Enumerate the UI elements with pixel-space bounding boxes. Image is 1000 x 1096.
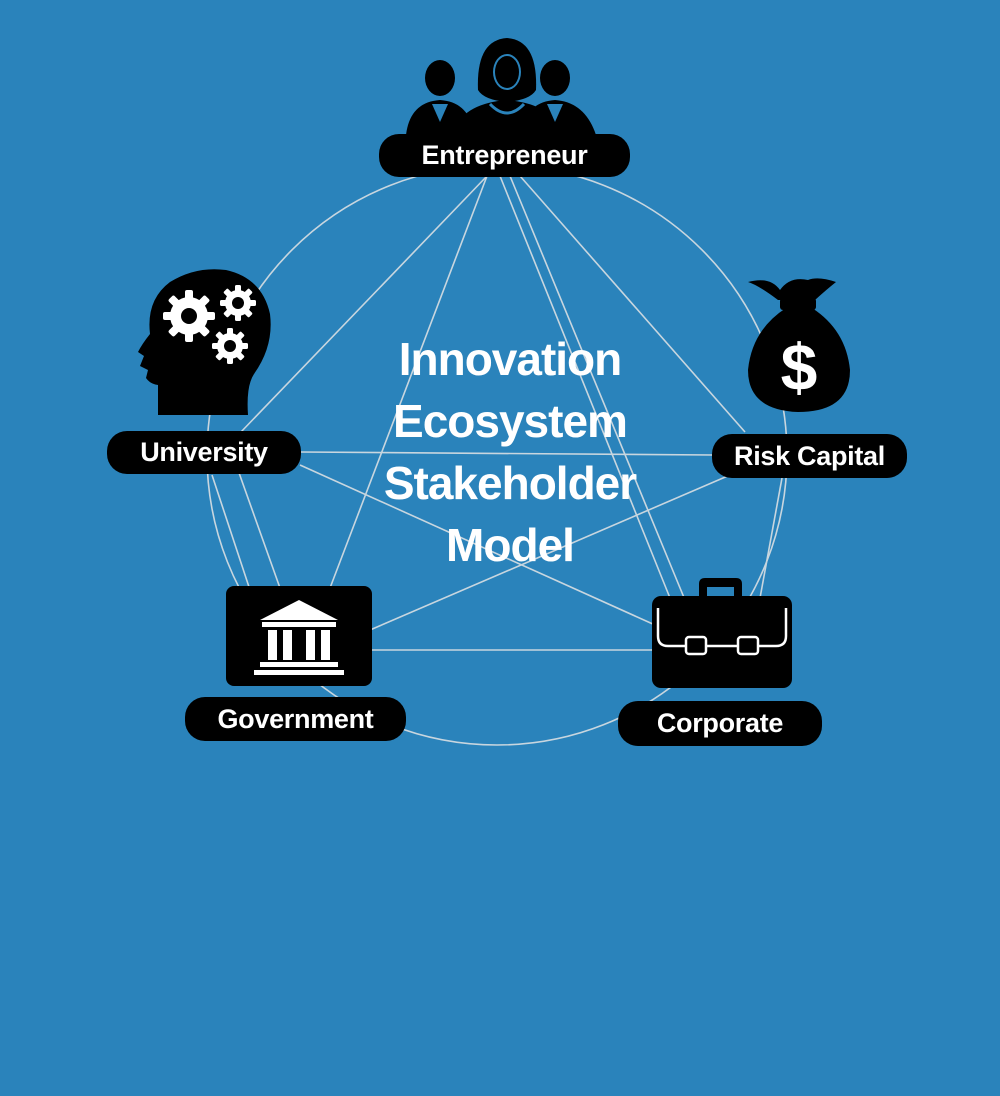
head-gears-icon bbox=[138, 269, 271, 415]
connector-lines bbox=[211, 175, 783, 651]
risk-capital-label: Risk Capital bbox=[712, 434, 907, 478]
money-bag-icon: $ bbox=[748, 278, 850, 412]
connector-university-government bbox=[237, 469, 281, 589]
connector-entrepreneur-government bbox=[329, 175, 488, 589]
svg-text:$: $ bbox=[781, 330, 818, 404]
title-line-3: Stakeholder bbox=[383, 457, 637, 509]
university-label: University bbox=[107, 431, 301, 474]
corporate-label: Corporate bbox=[618, 701, 822, 746]
title-line-2: Ecosystem bbox=[393, 395, 628, 447]
title-line-4: Model bbox=[446, 519, 575, 571]
connector-entrepreneur-corporate-a bbox=[499, 175, 671, 599]
title-line-1: Innovation bbox=[398, 333, 623, 385]
connector-corporate-riskcapital bbox=[759, 477, 783, 599]
briefcase-icon bbox=[652, 578, 792, 688]
people-group-icon bbox=[406, 38, 596, 138]
connector-university-corporate bbox=[299, 464, 656, 626]
connector-university-riskcapital bbox=[299, 451, 714, 456]
connector-entrepreneur-riskcapital bbox=[519, 175, 746, 433]
connector-government-riskcapital bbox=[369, 474, 731, 631]
connector-entrepreneur-corporate-b bbox=[509, 175, 686, 601]
connector-university-government-b bbox=[211, 474, 251, 591]
connector-entrepreneur-university bbox=[239, 175, 488, 434]
government-building-icon bbox=[226, 586, 372, 686]
entrepreneur-label: Entrepreneur bbox=[379, 134, 630, 177]
diagram-title: Innovation Ecosystem Stakeholder Model bbox=[330, 328, 690, 576]
government-label: Government bbox=[185, 697, 406, 741]
